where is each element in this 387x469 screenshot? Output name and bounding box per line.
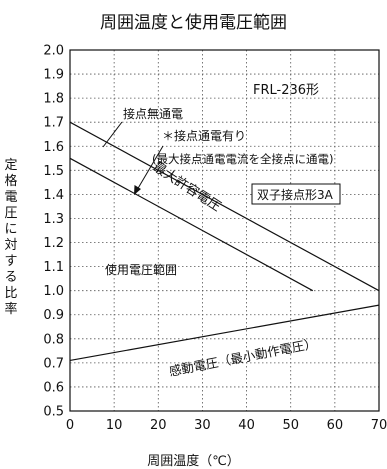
current-note-arrow (136, 145, 164, 191)
y-tick-label: 0.7 (43, 356, 64, 371)
voltage-range-label: 使用電圧範囲 (105, 262, 177, 277)
current-note-detail: (最大接点通電電流を全接点に通電) (152, 152, 333, 166)
series-line (69, 157, 314, 292)
y-tick-label: 0.9 (43, 308, 64, 323)
series-line (69, 121, 380, 292)
series-line (69, 304, 380, 362)
plot-frame (69, 49, 380, 412)
x-tick-label: 50 (282, 418, 299, 433)
x-tick-label: 10 (106, 418, 123, 433)
y-tick-label: 1.9 (43, 68, 64, 83)
y-tick-label: 0.8 (43, 332, 64, 347)
contact-box-frame (251, 183, 341, 205)
y-tick-label: 0.6 (43, 380, 64, 395)
no-current-leader (102, 121, 123, 148)
y-axis-label: 定格電圧に対する比率 (4, 158, 18, 317)
y-tick-label: 1.8 (43, 92, 64, 107)
y-tick-label: 1.3 (43, 212, 64, 227)
min-voltage-label: 感動電圧（最小動作電圧） (168, 336, 318, 379)
current-note-arrowhead (134, 185, 141, 195)
y-tick-label: 1.4 (43, 188, 64, 203)
x-tick-label: 0 (66, 418, 74, 433)
y-tick-label: 1.0 (43, 284, 64, 299)
y-tick-label: 1.1 (43, 260, 64, 275)
series-lines (69, 121, 380, 362)
y-tick-label: 2.0 (43, 44, 64, 59)
x-tick-label: 40 (238, 418, 255, 433)
y-tick-label: 1.5 (43, 164, 64, 179)
axes: 0 10 20 30 40 50 60 70 0.5 0.6 0.7 0.8 0.9 1.0 1.1 1.2 1… (43, 44, 387, 434)
x-axis-label: 周囲温度（℃） (147, 454, 240, 469)
no-current-label: 接点無通電 (123, 106, 183, 121)
chart-title: 周囲温度と使用電圧範囲 (100, 13, 287, 33)
current-note-label: ＊接点通電有り (162, 128, 246, 143)
y-tick-label: 1.7 (43, 116, 64, 131)
y-tick-label: 1.2 (43, 236, 64, 251)
x-tick-label: 60 (327, 418, 344, 433)
model-label: FRL-236形 (253, 83, 319, 98)
x-tick-label: 20 (150, 418, 167, 433)
y-tick-label: 0.5 (43, 405, 64, 420)
x-tick-label: 30 (194, 418, 211, 433)
x-tick-label: 70 (371, 418, 387, 433)
contact-box-label: 双子接点形3A (257, 187, 334, 202)
max-voltage-label: 最大許容電圧 (150, 159, 224, 215)
y-tick-label: 1.6 (43, 140, 64, 155)
